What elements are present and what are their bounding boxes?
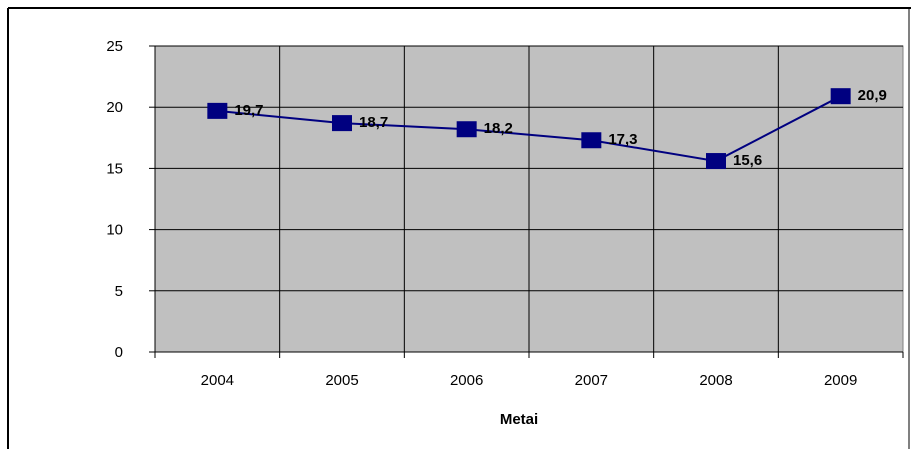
y-tick-label: 0 — [115, 344, 123, 361]
data-point-marker — [581, 132, 602, 149]
y-tick-label: 10 — [106, 222, 123, 239]
x-tick-label: 2009 — [824, 372, 857, 389]
data-label: 18,2 — [484, 120, 513, 137]
data-point-marker — [830, 88, 851, 105]
x-tick-label: 2005 — [325, 372, 358, 389]
series-line — [217, 95, 842, 163]
y-tick-label: 15 — [106, 160, 123, 177]
x-tick-label: 2008 — [699, 372, 732, 389]
x-tick-label: 2004 — [201, 372, 234, 389]
data-label: 17,3 — [608, 131, 637, 148]
data-point-marker — [706, 153, 726, 170]
x-tick-label: 2007 — [575, 372, 608, 389]
data-point-marker — [207, 102, 228, 119]
y-tick-label: 5 — [115, 283, 123, 300]
y-tick-label: 25 — [106, 38, 123, 55]
data-label: 19,7 — [234, 102, 263, 119]
y-tick-label: 20 — [106, 99, 123, 116]
data-label: 18,7 — [359, 114, 388, 131]
data-label: 15,6 — [733, 152, 762, 169]
x-tick-label: 2006 — [450, 372, 483, 389]
x-axis-title: Metai — [500, 411, 538, 428]
data-point-marker — [332, 115, 352, 132]
data-point-marker — [456, 121, 477, 138]
data-label: 20,9 — [858, 87, 887, 104]
